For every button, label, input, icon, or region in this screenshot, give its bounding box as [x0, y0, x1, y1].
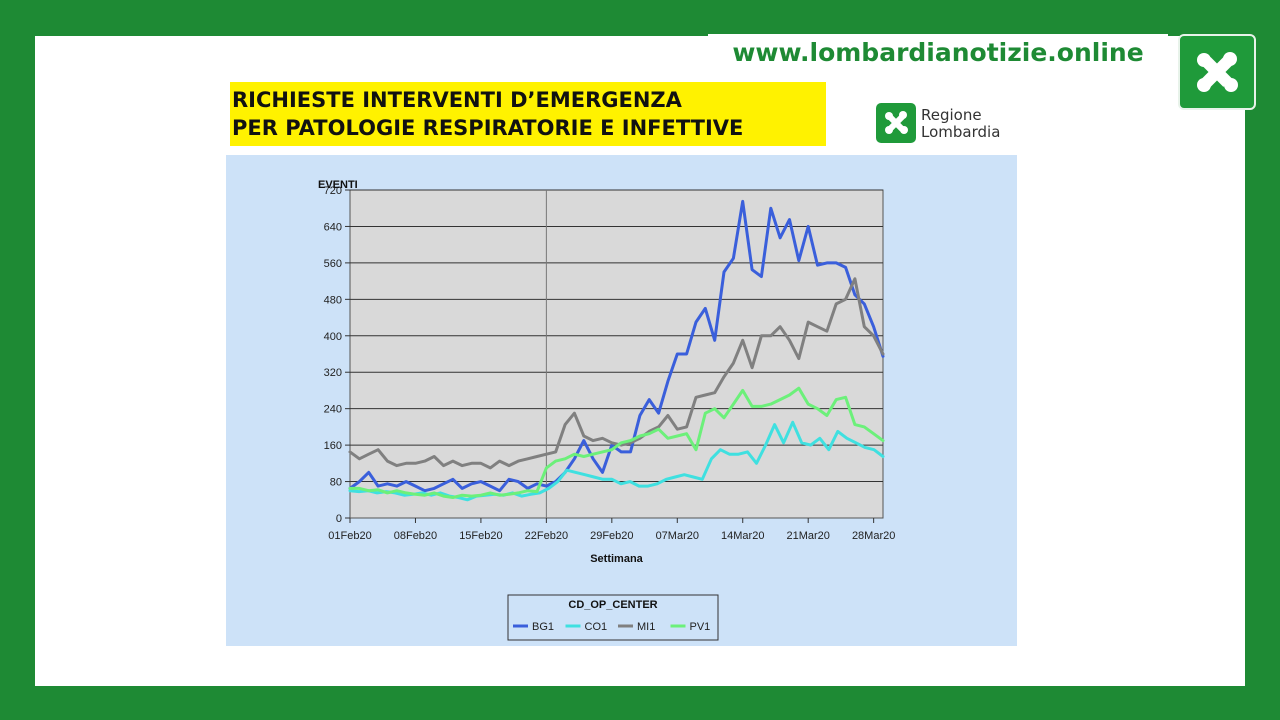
x-tick-label: 01Feb20: [328, 530, 371, 542]
logo-text-regione: Regione: [921, 106, 982, 124]
page-title-line-2: PER PATOLOGIE RESPIRATORIE E INFETTIVE: [232, 116, 744, 140]
series-line-mi1: [348, 277, 885, 470]
y-tick-label: 720: [324, 185, 342, 197]
y-tick-label: 400: [324, 331, 342, 343]
line-chart: 0 80 160 240 320 400 480 560 640 720 01Feb20 08Feb2…: [318, 179, 895, 641]
y-tick-label: 240: [324, 404, 342, 416]
y-axis-title: EVENTI: [318, 179, 358, 191]
legend-box: [507, 594, 719, 641]
x-tick-label: 21Mar20: [786, 530, 829, 542]
title-highlight: RICHIESTE INTERVENTI D’EMERGENZA PER PAT…: [230, 82, 826, 146]
logo-text-lombardia: Lombardia: [921, 123, 1001, 141]
y-tick-label: 640: [324, 221, 342, 233]
x-tick-label: 29Feb20: [590, 530, 633, 542]
y-tick-label: 80: [330, 477, 342, 489]
page-title-line-1: RICHIESTE INTERVENTI D’EMERGENZA: [232, 88, 682, 112]
x-tick-label: 28Mar20: [852, 530, 895, 542]
x-axis-title: Settimana: [590, 553, 643, 565]
legend-label-bg1: BG1: [532, 621, 554, 633]
y-tick-label: 160: [324, 440, 342, 452]
x-tick-label: 14Mar20: [721, 530, 764, 542]
y-tick-label: 560: [324, 258, 342, 270]
y-tick-label: 320: [324, 367, 342, 379]
site-url[interactable]: www.lombardianotizie.online: [708, 34, 1168, 72]
plot-area: [349, 189, 884, 519]
x-tick-label: 08Feb20: [394, 530, 437, 542]
chart-panel: 0 80 160 240 320 400 480 560 640 720 01Feb20 08Feb2…: [226, 155, 1017, 646]
y-tick-label: 480: [324, 294, 342, 306]
legend-title: CD_OP_CENTER: [568, 599, 657, 611]
x-tick-label: 07Mar20: [656, 530, 699, 542]
regione-lombardia-corner-logo: [1178, 34, 1256, 110]
legend-label-pv1: PV1: [690, 621, 711, 633]
y-tick-label: 0: [336, 513, 342, 525]
series-line-pv1: [348, 386, 885, 499]
legend-label-co1: CO1: [585, 621, 608, 633]
regione-mark-icon: [876, 103, 916, 143]
legend-label-mi1: MI1: [637, 621, 655, 633]
x-tick-label: 15Feb20: [459, 530, 502, 542]
series-line-bg1: [348, 199, 885, 493]
regione-lombardia-logo: Regione Lombardia: [876, 103, 1016, 143]
x-tick-label: 22Feb20: [525, 530, 568, 542]
